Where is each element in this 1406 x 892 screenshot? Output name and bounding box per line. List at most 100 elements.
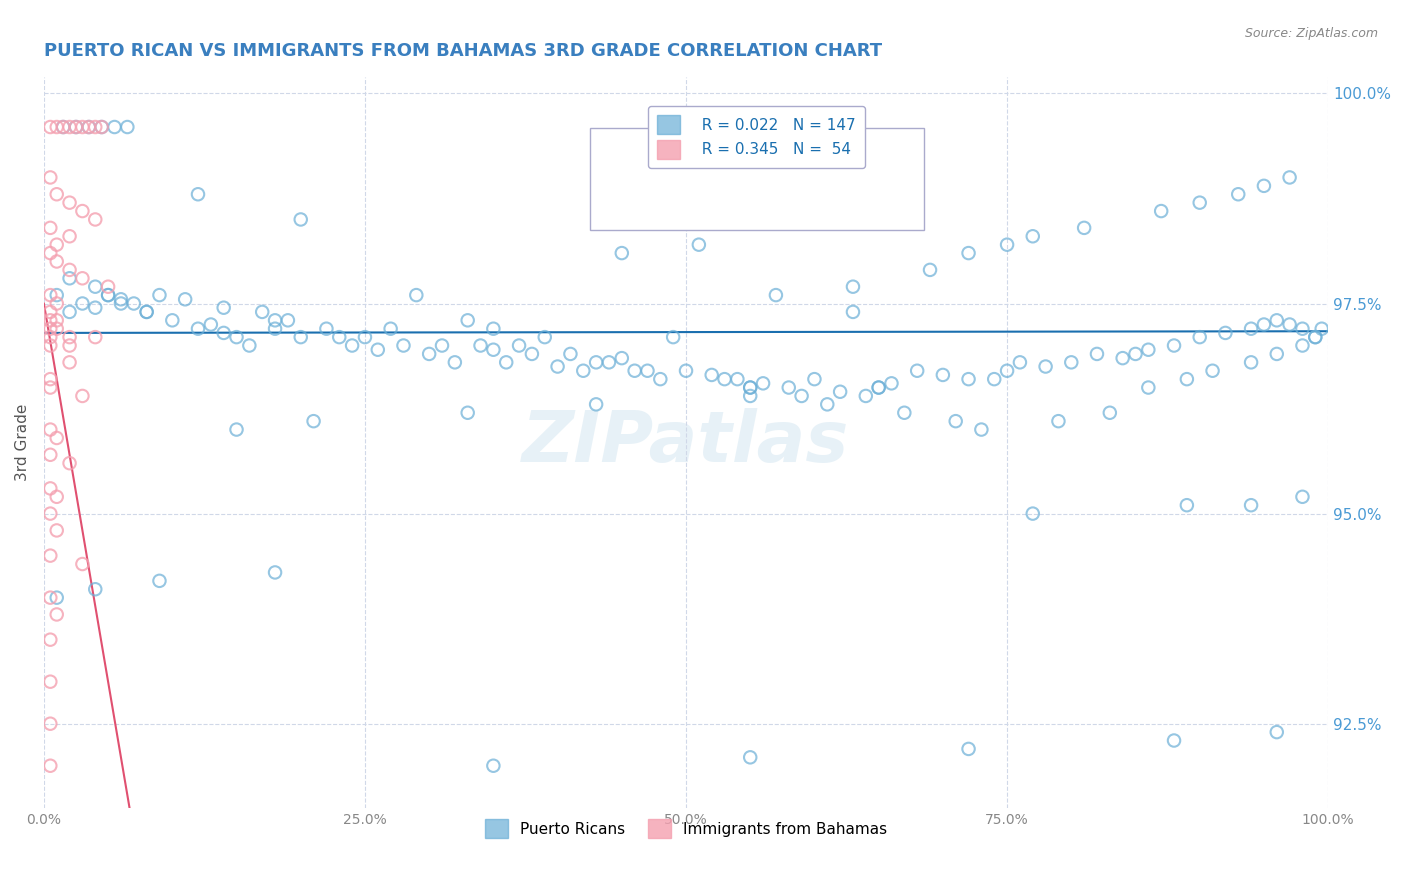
Point xyxy=(932,368,955,382)
Point xyxy=(740,389,762,403)
Point xyxy=(45,591,67,605)
Point xyxy=(1175,498,1198,512)
Point xyxy=(957,372,980,386)
Point xyxy=(367,343,389,357)
Point xyxy=(72,389,94,403)
Point xyxy=(1240,322,1263,336)
Point xyxy=(1265,725,1288,739)
Point xyxy=(58,456,80,470)
Point xyxy=(264,322,287,336)
Point xyxy=(623,364,645,378)
Point xyxy=(45,254,67,268)
Point xyxy=(880,376,903,391)
Point xyxy=(520,347,543,361)
Point xyxy=(688,237,710,252)
Point xyxy=(610,246,633,260)
Point xyxy=(970,423,993,437)
Point xyxy=(72,120,94,134)
Point xyxy=(790,389,813,403)
Point xyxy=(238,338,260,352)
Point xyxy=(58,195,80,210)
Point xyxy=(740,750,762,764)
Point xyxy=(495,355,517,369)
Point xyxy=(1188,330,1211,344)
Point xyxy=(855,389,877,403)
Point xyxy=(97,288,120,302)
Point xyxy=(700,368,723,382)
Point xyxy=(1060,355,1083,369)
Point xyxy=(45,313,67,327)
Point xyxy=(187,187,209,202)
Point xyxy=(1163,733,1185,747)
Point xyxy=(1163,338,1185,352)
Point xyxy=(212,326,235,340)
Point xyxy=(212,301,235,315)
Point xyxy=(765,288,787,302)
Point xyxy=(482,322,505,336)
Point xyxy=(610,351,633,365)
Point xyxy=(45,296,67,310)
Point xyxy=(97,288,120,302)
Point xyxy=(135,305,157,319)
Point xyxy=(39,716,62,731)
Point xyxy=(713,372,735,386)
Point xyxy=(1022,507,1045,521)
Point xyxy=(457,406,479,420)
Point xyxy=(842,305,865,319)
Point xyxy=(457,313,479,327)
Point xyxy=(45,187,67,202)
Point xyxy=(174,293,197,307)
Point xyxy=(1291,490,1313,504)
Point xyxy=(752,376,775,391)
Point xyxy=(72,557,94,571)
Point xyxy=(983,372,1005,386)
Point xyxy=(957,742,980,756)
Point xyxy=(77,120,100,134)
Point xyxy=(90,120,112,134)
Point xyxy=(815,397,838,411)
Point xyxy=(39,591,62,605)
Point xyxy=(103,120,125,134)
Point xyxy=(39,372,62,386)
Point xyxy=(444,355,467,369)
Point xyxy=(58,271,80,285)
Point xyxy=(945,414,967,428)
Point xyxy=(740,380,762,394)
Point xyxy=(225,330,247,344)
Point xyxy=(39,288,62,302)
Point xyxy=(45,322,67,336)
Point xyxy=(39,338,62,352)
Point xyxy=(277,313,299,327)
Point xyxy=(264,313,287,327)
Point xyxy=(39,120,62,134)
Point xyxy=(225,423,247,437)
Point xyxy=(1215,326,1237,340)
Text: PUERTO RICAN VS IMMIGRANTS FROM BAHAMAS 3RD GRADE CORRELATION CHART: PUERTO RICAN VS IMMIGRANTS FROM BAHAMAS … xyxy=(44,42,882,60)
Point xyxy=(842,279,865,293)
Point xyxy=(533,330,555,344)
Point xyxy=(58,120,80,134)
Point xyxy=(1227,187,1250,202)
Point xyxy=(340,338,363,352)
Point xyxy=(1073,220,1095,235)
Point xyxy=(117,120,139,134)
Point xyxy=(354,330,377,344)
Point xyxy=(97,279,120,293)
Point xyxy=(598,355,620,369)
Point xyxy=(39,170,62,185)
Point xyxy=(470,338,492,352)
Point xyxy=(1098,406,1121,420)
Point xyxy=(585,355,607,369)
Point xyxy=(1188,195,1211,210)
Point xyxy=(58,229,80,244)
Point xyxy=(84,279,107,293)
Point xyxy=(1201,364,1223,378)
Point xyxy=(39,322,62,336)
Point xyxy=(39,220,62,235)
Point xyxy=(1240,355,1263,369)
Point xyxy=(1303,330,1326,344)
Y-axis label: 3rd Grade: 3rd Grade xyxy=(15,403,30,481)
Point xyxy=(740,380,762,394)
Point xyxy=(1137,343,1160,357)
Point xyxy=(65,120,87,134)
